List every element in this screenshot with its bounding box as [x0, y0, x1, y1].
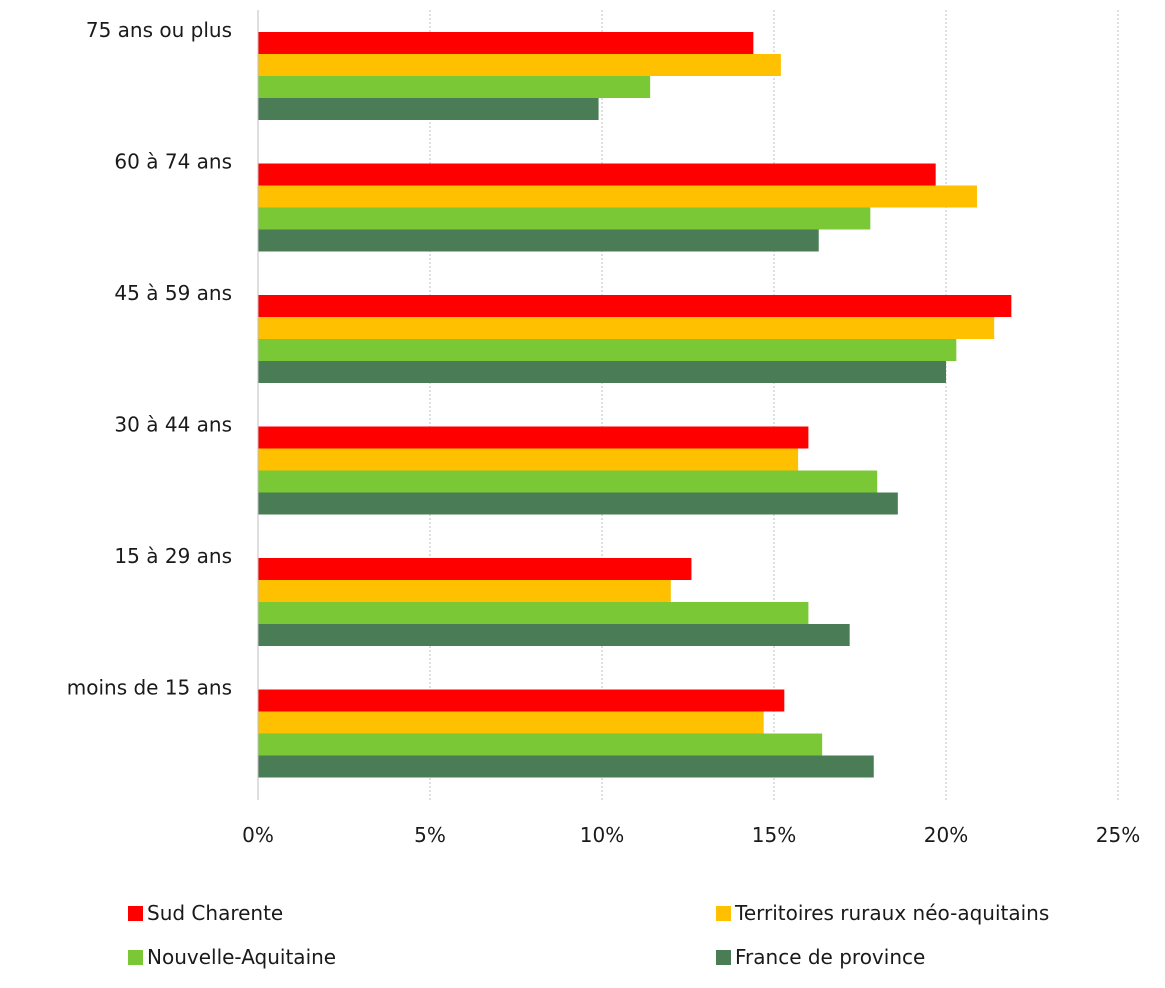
- legend-swatch: [128, 950, 143, 965]
- bar: [258, 295, 1012, 317]
- x-tick-label: 10%: [580, 823, 624, 847]
- bars: [258, 32, 1012, 778]
- legend-label: France de province: [735, 945, 925, 969]
- bar: [258, 339, 957, 361]
- bar: [258, 361, 946, 383]
- x-tick-label: 15%: [752, 823, 796, 847]
- x-tick-label: 5%: [414, 823, 446, 847]
- bar: [258, 317, 995, 339]
- bar: [258, 492, 898, 515]
- legend: Sud Charente Territoires ruraux néo-aquit…: [128, 901, 1049, 969]
- bar: [258, 711, 764, 734]
- bar: [258, 54, 781, 76]
- legend-swatch: [716, 950, 731, 965]
- bar: [258, 185, 977, 208]
- bar: [258, 229, 819, 252]
- legend-item: France de province: [716, 945, 925, 969]
- legend-item: Territoires ruraux néo-aquitains: [716, 901, 1049, 925]
- category-label: 45 à 59 ans: [114, 281, 232, 305]
- legend-item: Sud Charente: [128, 901, 283, 925]
- category-label: 30 à 44 ans: [114, 413, 232, 437]
- legend-swatch: [716, 906, 731, 921]
- category-label: 15 à 29 ans: [114, 544, 232, 568]
- gridlines: [429, 10, 1119, 800]
- bar: [258, 733, 823, 756]
- bar: [258, 602, 809, 624]
- legend-label: Sud Charente: [147, 901, 283, 925]
- bar: [258, 580, 671, 602]
- category-label: 60 à 74 ans: [114, 150, 232, 174]
- bar: [258, 163, 936, 186]
- axes: 75 ans ou plus 60 à 74 ans 45 à 59 ans 30 à…: [67, 10, 1140, 847]
- x-tick-label: 20%: [924, 823, 968, 847]
- bar: [258, 32, 754, 54]
- bar: [258, 98, 599, 120]
- x-tick-label: 0%: [242, 823, 274, 847]
- legend-label: Territoires ruraux néo-aquitains: [734, 901, 1049, 925]
- legend-item: Nouvelle-Aquitaine: [128, 945, 336, 969]
- bar: [258, 426, 809, 449]
- bar: [258, 448, 799, 471]
- bar: [258, 624, 850, 646]
- bar: [258, 76, 651, 98]
- bar: [258, 470, 878, 493]
- bar: [258, 558, 692, 580]
- category-label: 75 ans ou plus: [86, 18, 232, 42]
- bar: [258, 755, 874, 778]
- category-label: moins de 15 ans: [67, 676, 232, 700]
- legend-label: Nouvelle-Aquitaine: [147, 945, 336, 969]
- legend-swatch: [128, 906, 143, 921]
- x-tick-label: 25%: [1096, 823, 1140, 847]
- bar: [258, 689, 785, 712]
- bar: [258, 207, 871, 230]
